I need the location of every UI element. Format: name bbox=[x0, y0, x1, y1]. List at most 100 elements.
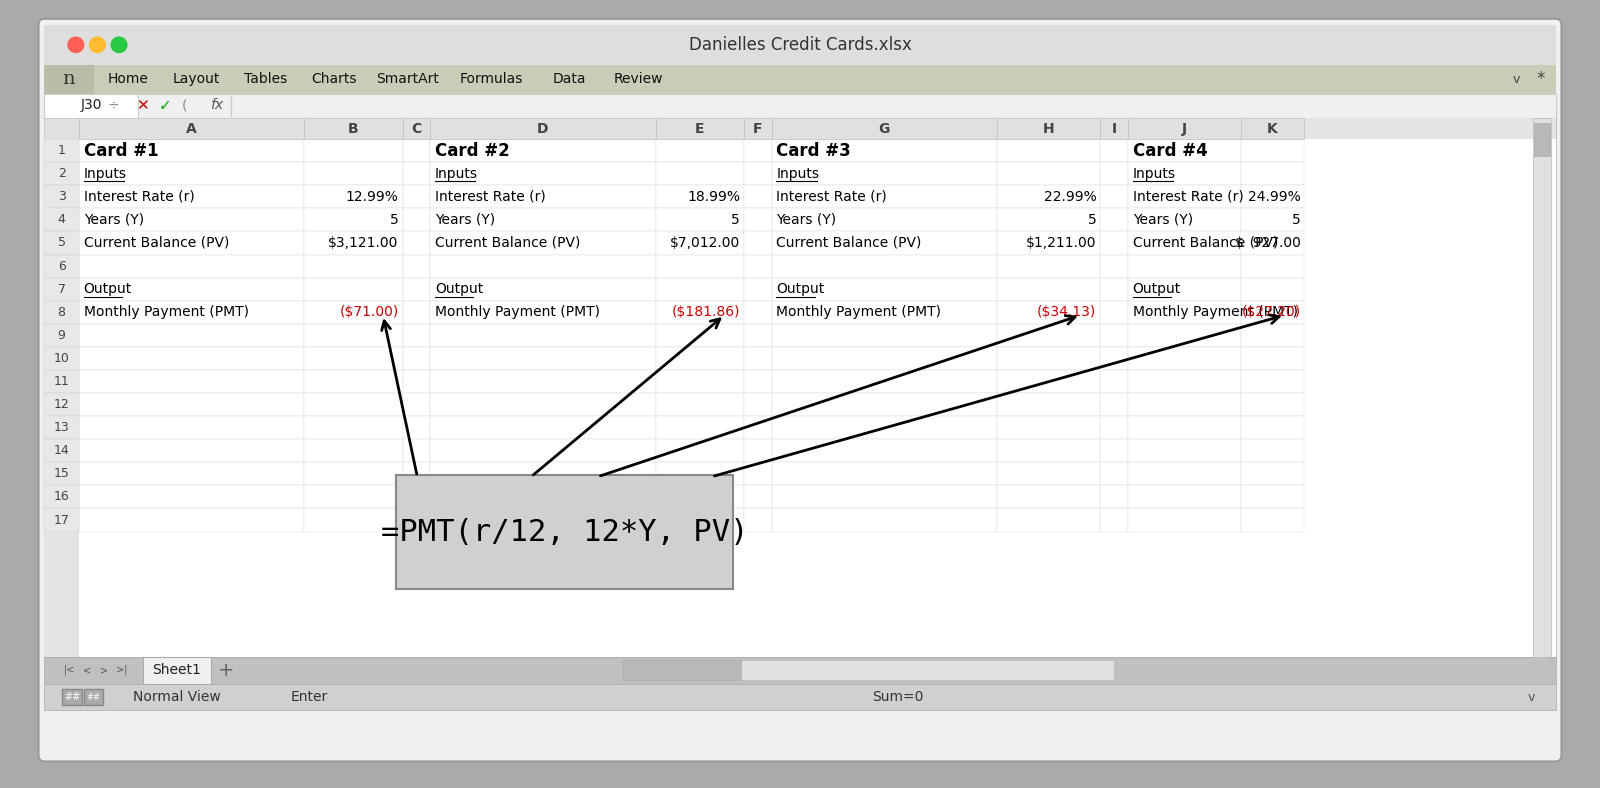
Bar bbox=[304, 232, 403, 255]
Bar bbox=[304, 347, 403, 370]
Text: 1: 1 bbox=[58, 144, 66, 157]
Text: Monthly Payment (PMT): Monthly Payment (PMT) bbox=[776, 305, 941, 319]
Text: +: + bbox=[218, 660, 234, 679]
Text: 10: 10 bbox=[54, 352, 69, 365]
Bar bbox=[403, 324, 430, 347]
Bar bbox=[45, 370, 78, 393]
Text: 5: 5 bbox=[390, 213, 398, 227]
Bar bbox=[78, 208, 304, 232]
Bar bbox=[45, 208, 78, 232]
Bar bbox=[1101, 324, 1128, 347]
Bar bbox=[744, 185, 771, 208]
Text: >: > bbox=[101, 665, 109, 675]
Text: Sheet1: Sheet1 bbox=[152, 663, 202, 677]
Bar bbox=[45, 65, 1555, 94]
Bar bbox=[997, 232, 1101, 255]
Bar bbox=[1101, 439, 1128, 463]
Text: Monthly Payment (PMT): Monthly Payment (PMT) bbox=[1133, 305, 1298, 319]
Text: Inputs: Inputs bbox=[435, 167, 478, 180]
Bar bbox=[656, 324, 744, 347]
Text: Interest Rate (r): Interest Rate (r) bbox=[1133, 190, 1243, 204]
Text: Current Balance (PV): Current Balance (PV) bbox=[435, 236, 581, 250]
Text: Card #4: Card #4 bbox=[1133, 142, 1208, 160]
Bar bbox=[744, 347, 771, 370]
Bar bbox=[656, 139, 744, 162]
Bar bbox=[430, 232, 656, 255]
Bar bbox=[771, 393, 997, 416]
Bar bbox=[997, 347, 1101, 370]
Bar bbox=[304, 255, 403, 277]
Bar bbox=[1240, 139, 1304, 162]
Bar bbox=[304, 277, 403, 301]
Bar bbox=[403, 118, 430, 139]
Bar bbox=[1240, 118, 1304, 139]
Bar bbox=[744, 118, 771, 139]
Bar bbox=[1240, 416, 1304, 439]
Bar bbox=[744, 324, 771, 347]
Text: 9: 9 bbox=[58, 329, 66, 342]
Bar bbox=[1128, 255, 1240, 277]
Bar bbox=[430, 162, 656, 185]
Bar bbox=[1240, 324, 1304, 347]
Text: 11: 11 bbox=[54, 375, 69, 388]
Bar bbox=[997, 370, 1101, 393]
Bar bbox=[744, 370, 771, 393]
Bar bbox=[1101, 232, 1128, 255]
Bar bbox=[744, 485, 771, 508]
Bar bbox=[403, 463, 430, 485]
Bar bbox=[1128, 185, 1240, 208]
Bar bbox=[430, 485, 656, 508]
Bar bbox=[430, 255, 656, 277]
Bar bbox=[1128, 439, 1240, 463]
Bar bbox=[771, 324, 997, 347]
Bar bbox=[771, 347, 997, 370]
Bar bbox=[1240, 301, 1304, 324]
Text: 16: 16 bbox=[54, 490, 69, 504]
Bar bbox=[45, 24, 1555, 65]
Bar bbox=[656, 208, 744, 232]
Text: Output: Output bbox=[776, 282, 824, 296]
Text: Inputs: Inputs bbox=[776, 167, 819, 180]
Bar bbox=[997, 208, 1101, 232]
Bar bbox=[1240, 347, 1304, 370]
Bar bbox=[1128, 208, 1240, 232]
Bar bbox=[78, 463, 304, 485]
Text: Card #2: Card #2 bbox=[435, 142, 510, 160]
Bar bbox=[1101, 463, 1128, 485]
Bar bbox=[304, 139, 403, 162]
Bar bbox=[403, 277, 430, 301]
Bar bbox=[744, 439, 771, 463]
Text: ÷: ÷ bbox=[107, 98, 118, 113]
Bar bbox=[45, 162, 78, 185]
Bar bbox=[771, 485, 997, 508]
Bar bbox=[45, 118, 78, 656]
Bar bbox=[78, 324, 304, 347]
Bar bbox=[656, 255, 744, 277]
Bar bbox=[78, 439, 304, 463]
Bar bbox=[997, 118, 1101, 139]
Circle shape bbox=[67, 37, 83, 53]
Bar bbox=[430, 301, 656, 324]
Bar bbox=[656, 185, 744, 208]
Text: Inputs: Inputs bbox=[83, 167, 126, 180]
Text: Charts: Charts bbox=[310, 72, 357, 87]
Bar bbox=[1534, 123, 1550, 156]
Bar bbox=[1101, 185, 1128, 208]
Bar bbox=[1240, 393, 1304, 416]
Bar bbox=[1101, 118, 1128, 139]
Bar bbox=[1101, 393, 1128, 416]
Bar bbox=[304, 508, 403, 532]
Bar bbox=[403, 439, 430, 463]
Text: G: G bbox=[878, 121, 890, 136]
Bar bbox=[430, 508, 656, 532]
Bar bbox=[771, 301, 997, 324]
Text: C: C bbox=[411, 121, 421, 136]
Bar bbox=[1128, 508, 1240, 532]
Bar bbox=[1101, 485, 1128, 508]
Text: ##: ## bbox=[86, 693, 101, 701]
Bar bbox=[45, 301, 78, 324]
Text: Interest Rate (r): Interest Rate (r) bbox=[83, 190, 195, 204]
Bar bbox=[45, 393, 78, 416]
Bar bbox=[83, 690, 104, 704]
Bar bbox=[1128, 347, 1240, 370]
